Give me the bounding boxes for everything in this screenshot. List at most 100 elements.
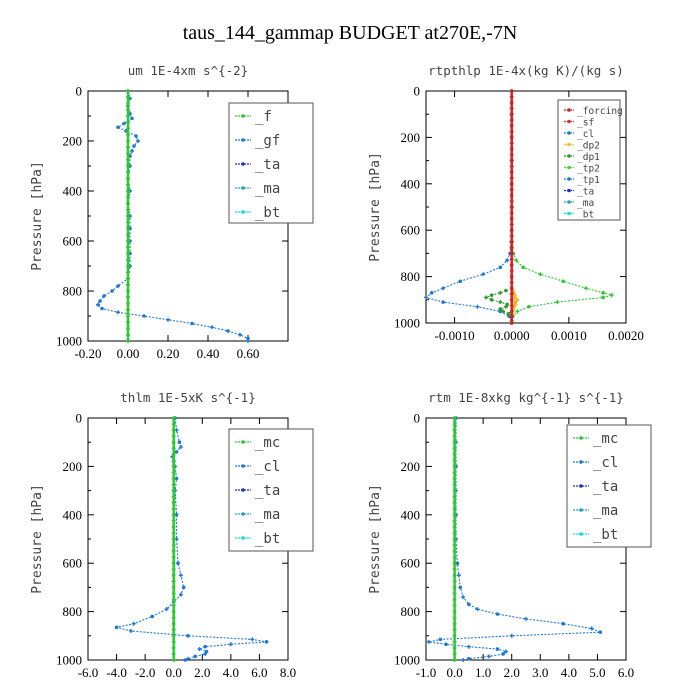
legend-entry: _cl bbox=[577, 129, 594, 140]
data-point bbox=[178, 445, 183, 450]
legend-entry: _ta bbox=[593, 479, 618, 495]
data-point bbox=[458, 585, 463, 590]
legend-entry: _cl bbox=[255, 459, 280, 475]
data-point bbox=[171, 634, 176, 638]
legend: _mc _cl _ta _ma _bt bbox=[566, 424, 652, 548]
data-point bbox=[509, 222, 514, 227]
data-point bbox=[171, 585, 176, 590]
data-point bbox=[197, 647, 202, 652]
data-point bbox=[131, 621, 136, 626]
data-point bbox=[171, 506, 176, 511]
data-point bbox=[429, 291, 434, 295]
y-tick-label: 1000 bbox=[56, 334, 82, 349]
data-point bbox=[186, 656, 190, 661]
x-tick-label: 6.0 bbox=[251, 665, 267, 680]
data-point bbox=[452, 603, 457, 608]
data-point bbox=[186, 634, 190, 638]
data-point bbox=[171, 434, 176, 439]
data-point bbox=[171, 537, 176, 541]
x-tick-label: 2.0 bbox=[194, 665, 210, 680]
data-point bbox=[452, 494, 457, 499]
data-point bbox=[171, 452, 176, 457]
data-point bbox=[467, 656, 471, 661]
data-point bbox=[174, 476, 179, 481]
data-point bbox=[452, 464, 457, 469]
y-tick-label: 0 bbox=[76, 411, 83, 426]
data-point bbox=[150, 614, 155, 619]
data-point bbox=[126, 195, 130, 200]
data-point bbox=[458, 279, 463, 284]
data-point bbox=[509, 298, 514, 302]
data-point bbox=[509, 263, 514, 267]
legend-entry: _ma bbox=[593, 503, 618, 519]
data-point bbox=[171, 621, 176, 626]
data-point bbox=[178, 592, 183, 597]
data-point bbox=[171, 482, 176, 487]
data-point bbox=[241, 512, 245, 516]
data-point bbox=[452, 500, 457, 505]
x-tick-label: 0.00 bbox=[117, 346, 140, 361]
y-tick-label: 800 bbox=[63, 284, 83, 299]
data-point bbox=[441, 300, 445, 304]
data-point bbox=[126, 182, 130, 187]
data-point bbox=[567, 211, 571, 216]
data-point bbox=[452, 482, 457, 487]
y-tick-label: 0 bbox=[76, 84, 83, 99]
legend-entry: _ma bbox=[255, 181, 280, 197]
data-point bbox=[509, 321, 514, 325]
legend-entry: _ma bbox=[255, 507, 280, 523]
series-mc bbox=[452, 416, 457, 662]
data-point bbox=[509, 89, 514, 93]
data-point bbox=[455, 561, 460, 565]
data-point bbox=[509, 106, 514, 111]
legend-entry: _forcing bbox=[577, 106, 623, 117]
data-point bbox=[126, 170, 130, 175]
data-point bbox=[498, 307, 503, 311]
data-point bbox=[452, 615, 457, 620]
data-point bbox=[176, 561, 180, 565]
data-point bbox=[250, 637, 255, 642]
data-point bbox=[171, 464, 176, 469]
panel-title: thlm 1E-5xK s^{-1} bbox=[120, 390, 255, 405]
legend-entry: _ta bbox=[577, 187, 594, 198]
data-point bbox=[126, 264, 130, 268]
y-tick-label: 600 bbox=[401, 223, 421, 238]
data-point bbox=[126, 201, 130, 206]
data-point bbox=[504, 304, 508, 309]
data-point bbox=[171, 658, 176, 662]
data-point bbox=[171, 518, 176, 523]
data-point bbox=[452, 579, 457, 584]
data-point bbox=[171, 573, 176, 578]
y-tick-label: 800 bbox=[401, 269, 421, 284]
data-point bbox=[452, 658, 457, 662]
data-point bbox=[509, 158, 514, 163]
data-point bbox=[495, 647, 500, 651]
legend-entry: _sf bbox=[577, 118, 594, 129]
data-point bbox=[177, 440, 182, 445]
data-point bbox=[509, 147, 514, 151]
legend-entry: _ta bbox=[255, 483, 280, 499]
data-point bbox=[126, 207, 130, 212]
legend-entry: _bt bbox=[593, 527, 618, 543]
y-tick-label: 200 bbox=[63, 134, 83, 149]
data-point bbox=[171, 500, 176, 505]
data-point bbox=[241, 464, 245, 468]
data-point bbox=[509, 228, 514, 232]
data-point bbox=[126, 270, 130, 275]
data-point bbox=[171, 530, 176, 535]
data-point bbox=[452, 488, 457, 493]
data-point bbox=[481, 272, 486, 277]
legend: _f _gf _ta _ma _bt bbox=[228, 102, 314, 224]
data-point bbox=[171, 446, 176, 451]
data-point bbox=[452, 573, 457, 578]
data-point bbox=[171, 494, 176, 499]
data-point bbox=[567, 200, 571, 204]
data-point bbox=[171, 615, 176, 620]
data-point bbox=[509, 118, 514, 122]
data-point bbox=[126, 232, 130, 237]
legend: _forcing_sf_cl_dp2_dp1_tp2_tp1_ta_ma_bt bbox=[557, 99, 623, 221]
data-point bbox=[579, 436, 583, 440]
data-point bbox=[509, 176, 514, 180]
data-point bbox=[126, 295, 130, 300]
data-point bbox=[246, 339, 250, 343]
